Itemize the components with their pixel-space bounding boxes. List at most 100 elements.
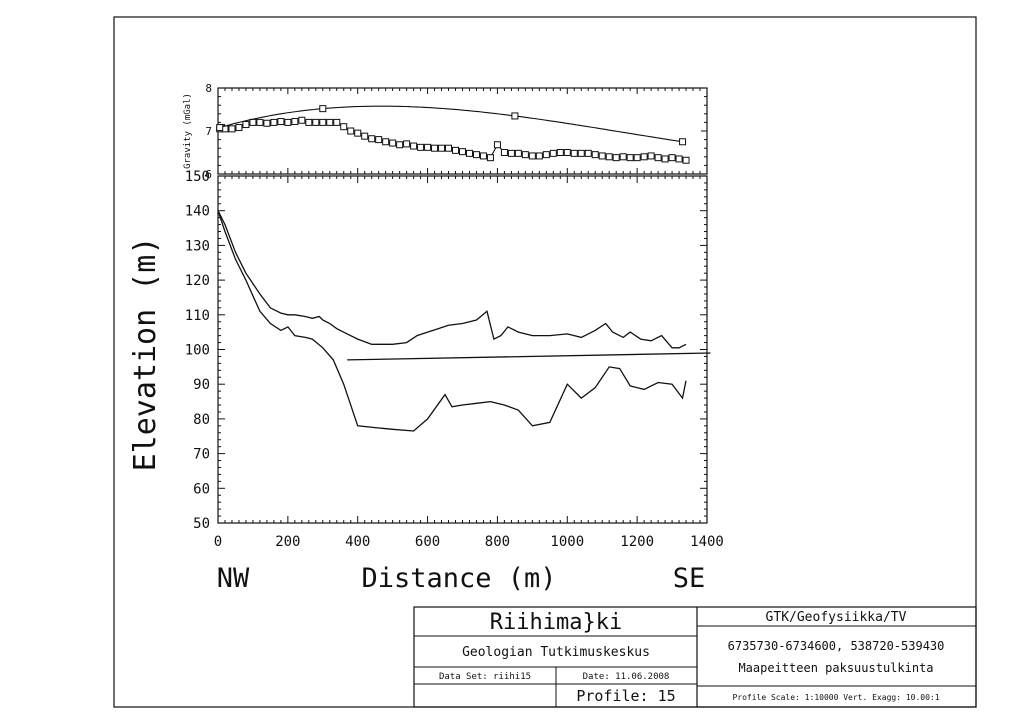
gravity-point-marker (319, 105, 327, 113)
gravity-point-marker (556, 149, 564, 156)
gravity-point-marker (528, 152, 536, 160)
gravity-point-marker (291, 118, 299, 126)
gravity-point-marker (521, 151, 529, 159)
gravity-point-marker (445, 144, 453, 152)
gravity-point-marker (459, 148, 466, 156)
gravity-point-marker (591, 151, 599, 159)
gravity-point-marker (570, 149, 578, 157)
title-block: Riihima}ki Geologian Tutkimuskeskus Data… (413, 606, 977, 708)
gravity-axis-label: Gravity (mGal) (183, 93, 193, 169)
gravity-series-line-2 (219, 105, 683, 143)
elevation-x-tick-label: 600 (415, 534, 440, 550)
direction-label-se: SE (673, 563, 706, 594)
gravity-point-marker (340, 123, 348, 131)
elevation-y-tick-label: 70 (193, 447, 210, 463)
data-set-label: Data Set: riihi15 (439, 672, 531, 682)
gravity-point-marker (511, 112, 519, 120)
gravity-point-marker (326, 118, 334, 126)
department-label: GTK/Geofysiikka/TV (766, 610, 907, 625)
gravity-y-tick-label: 6 (205, 168, 212, 181)
gravity-point-marker (661, 155, 669, 163)
gravity-point-marker (333, 118, 341, 126)
gravity-point-marker (216, 124, 224, 132)
gravity-point-marker (375, 136, 383, 144)
gravity-point-marker (382, 138, 390, 146)
gravity-point-marker (438, 144, 446, 152)
gravity-point-marker (396, 141, 404, 149)
gravity-point-marker (668, 154, 676, 162)
elevation-x-tick-label: 1000 (550, 534, 584, 550)
elevation-series-line-1 (217, 210, 687, 349)
gravity-point-marker (584, 149, 592, 157)
elevation-x-tick-label: 1400 (690, 534, 724, 550)
gravity-point-marker (605, 153, 613, 161)
gravity-point-marker (647, 152, 655, 160)
gravity-point-marker (424, 143, 432, 151)
gravity-point-marker (389, 139, 397, 147)
gravity-point-marker (479, 152, 487, 160)
profile-label: Profile: 15 (576, 687, 675, 705)
site-name: Riihima}ki (490, 610, 622, 635)
elevation-y-tick-label: 90 (193, 377, 210, 393)
gravity-point-marker (431, 144, 439, 152)
elevation-y-tick-label: 130 (185, 238, 210, 254)
gravity-y-tick-label: 7 (205, 125, 212, 138)
scale-label: Profile Scale: 1:10000 Vert. Exagg: 10.0… (732, 693, 939, 702)
gravity-point-marker (500, 149, 508, 156)
gravity-point-marker (284, 118, 292, 126)
gravity-point-marker (277, 118, 285, 126)
gravity-point-marker (549, 149, 557, 157)
gravity-y-tick-label: 8 (205, 82, 212, 95)
gravity-point-marker (507, 149, 515, 157)
direction-label-nw: NW (217, 563, 250, 594)
gravity-point-marker (347, 127, 355, 135)
gravity-point-marker (228, 125, 236, 133)
elevation-y-tick-label: 140 (185, 204, 210, 220)
gravity-point-marker (361, 132, 369, 140)
title-block-frame (413, 606, 977, 708)
gravity-point-marker (626, 154, 634, 162)
gravity-point-marker (679, 138, 687, 146)
elevation-y-tick-label: 60 (193, 481, 210, 497)
elevation-series-line-2 (217, 210, 687, 432)
gravity-point-marker (465, 149, 473, 157)
gravity-point-marker (486, 154, 494, 162)
gravity-point-marker (563, 149, 571, 156)
gravity-panel: 6 7 8 Gravity (mGal) (183, 82, 708, 181)
gravity-point-marker (675, 155, 683, 163)
gravity-point-marker (472, 151, 480, 159)
coordinates-label: 6735730-6734600, 538720-539430 (728, 639, 945, 653)
gravity-point-marker (493, 141, 501, 149)
gravity-point-marker (633, 154, 641, 162)
gravity-point-marker (249, 118, 257, 126)
gravity-point-marker (368, 135, 376, 143)
gravity-point-marker (577, 149, 585, 157)
elevation-y-tick-label: 110 (185, 308, 210, 324)
elevation-y-tick-label: 100 (185, 343, 210, 359)
organization-name: Geologian Tutkimuskeskus (462, 645, 650, 660)
gravity-point-marker (235, 124, 243, 132)
elevation-x-tick-label: 0 (214, 534, 222, 550)
gravity-point-marker (542, 151, 550, 159)
gravity-point-marker (640, 153, 648, 161)
gravity-point-marker (452, 146, 460, 154)
gravity-point-marker (612, 154, 620, 162)
elevation-y-tick-label: 80 (193, 412, 210, 428)
gravity-point-marker (312, 118, 320, 126)
gravity-point-marker (298, 116, 306, 124)
gravity-point-marker (256, 118, 264, 126)
elevation-series-line-3 (347, 352, 711, 361)
gravity-point-marker (403, 140, 411, 148)
elevation-x-tick-label: 200 (275, 534, 300, 550)
elevation-x-tick-label: 1200 (620, 534, 654, 550)
gravity-point-marker (417, 143, 425, 151)
x-axis-label: Distance (m) (361, 563, 556, 594)
gravity-point-marker (410, 142, 418, 150)
gravity-point-marker (270, 118, 278, 126)
gravity-point-marker (654, 154, 662, 162)
gravity-point-marker (242, 121, 250, 129)
gravity-point-marker (354, 129, 362, 137)
elevation-plot-frame (217, 175, 708, 524)
gravity-point-marker (598, 152, 606, 160)
